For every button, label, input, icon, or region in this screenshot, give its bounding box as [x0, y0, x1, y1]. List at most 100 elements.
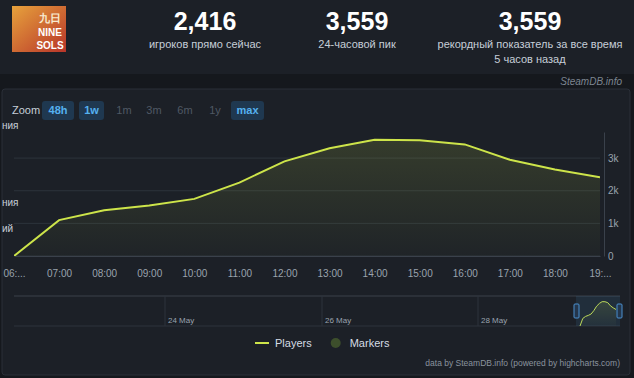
zoom-button-text[interactable]: 1m — [116, 104, 131, 116]
x-tick: 17:00 — [498, 256, 523, 279]
logo-text: NINE — [38, 27, 62, 38]
y-tick-label: 2k — [608, 185, 620, 196]
navigator: 24 May 26 May 28 May — [14, 296, 620, 326]
chart-panel — [2, 89, 630, 375]
stat-value: 2,416 — [174, 7, 237, 35]
navigator-bottom — [14, 326, 620, 327]
zoom-button[interactable]: max — [231, 101, 264, 120]
navigator-top — [14, 296, 620, 297]
x-tick-label: 19:... — [589, 268, 611, 279]
legend: Players Markers — [255, 337, 390, 349]
x-tick-label: 13:00 — [318, 268, 343, 279]
game-logo: 九日 NINE SOLS — [12, 6, 66, 52]
legend-symbol — [331, 338, 341, 348]
side-label: ния — [2, 120, 19, 131]
navigator-tick — [165, 296, 166, 326]
x-tick: 16:00 — [453, 256, 478, 279]
x-tick: 14:00 — [363, 256, 388, 279]
x-tick: 06:... — [3, 256, 25, 279]
stat-note: 5 часов назад — [494, 53, 566, 65]
legend-label: Players — [275, 337, 312, 349]
navigator-label: 28 May — [481, 316, 507, 325]
stat-label: игроков прямо сейчас — [149, 38, 262, 50]
stat-value: 3,559 — [499, 7, 562, 35]
y-axis: 0 1k 2k 3k — [604, 133, 620, 262]
x-tick-label: 10:00 — [182, 268, 207, 279]
y-tick-label: 1k — [608, 218, 620, 229]
y-tick: 3k — [604, 153, 620, 164]
legend-item[interactable]: Players — [255, 337, 312, 349]
line — [14, 140, 600, 256]
legend-label: Markers — [350, 337, 390, 349]
x-tick: 08:00 — [92, 256, 117, 279]
y-tick: 0 — [604, 251, 614, 262]
credit: data by SteamDB.info (powered by highcha… — [425, 358, 620, 368]
x-tick: 12:00 — [272, 256, 297, 279]
plot-area — [14, 140, 600, 256]
y-tick-label: 0 — [608, 251, 614, 262]
x-tick-label: 11:00 — [228, 268, 253, 279]
x-tick: 10:00 — [182, 256, 207, 279]
x-tick-label: 12:00 — [272, 268, 297, 279]
x-tick: 09:00 — [137, 256, 162, 279]
stats-panel — [0, 0, 634, 74]
stat-label: рекордный показатель за все время — [438, 38, 623, 50]
x-tick-label: 07:00 — [47, 268, 72, 279]
logo-text: SOLS — [36, 40, 64, 51]
x-tick: 18:00 — [543, 256, 568, 279]
zoom-button-text[interactable]: 3m — [146, 104, 161, 116]
x-axis-line — [15, 256, 601, 257]
background — [0, 0, 634, 378]
x-tick-label: 15:00 — [408, 268, 433, 279]
zoom-button-text[interactable]: 1y — [209, 104, 221, 116]
zoom-button-text[interactable]: 48h — [49, 104, 68, 116]
y-tick: 1k — [604, 218, 620, 229]
area — [14, 140, 600, 256]
y-tick-label: 3k — [608, 153, 620, 164]
x-tick: 13:00 — [318, 256, 343, 279]
page: 九日 NINE SOLS 2,416 игроков прямо сейчас 3,559… — [0, 0, 634, 378]
legend-item[interactable]: Markers — [331, 337, 390, 349]
y-axis-line — [604, 133, 605, 257]
zoom-button-bg[interactable] — [231, 101, 264, 120]
navigator-window — [576, 296, 620, 326]
logo-image — [12, 6, 66, 52]
x-tick: 11:00 — [228, 256, 253, 279]
logo-text: 九日 — [38, 12, 61, 24]
zoom-button[interactable]: 3m — [146, 104, 161, 116]
x-tick-label: 17:00 — [498, 268, 523, 279]
source: SteamDB.info — [560, 76, 622, 87]
x-tick-label: 16:00 — [453, 268, 478, 279]
zoom-button-bg[interactable] — [42, 101, 74, 120]
x-tick-label: 14:00 — [363, 268, 388, 279]
zoom-button-text[interactable]: max — [236, 104, 259, 116]
x-tick-label: 06:... — [3, 268, 25, 279]
x-tick: 07:00 — [47, 256, 72, 279]
side-label: ния — [2, 197, 19, 208]
zoom-button[interactable]: 1w — [79, 101, 104, 120]
x-tick-label: 08:00 — [92, 268, 117, 279]
zoom-button[interactable]: 1m — [116, 104, 131, 116]
navigator-label: 24 May — [168, 316, 194, 325]
navigator-handle[interactable] — [617, 304, 622, 318]
x-tick-label: 18:00 — [543, 268, 568, 279]
zoom-button-text[interactable]: 1w — [84, 104, 99, 116]
zoom-button-bg[interactable] — [79, 101, 104, 120]
navigator-label: 26 May — [325, 316, 351, 325]
navigator-tick — [478, 296, 479, 326]
x-tick-label: 09:00 — [137, 268, 162, 279]
zoom-button-text[interactable]: 6m — [177, 104, 192, 116]
zoom-button[interactable]: 1y — [209, 104, 221, 116]
stat-value: 3,559 — [326, 7, 389, 35]
y-tick: 2k — [604, 185, 620, 196]
zoom-button[interactable]: 6m — [177, 104, 192, 116]
x-tick: 15:00 — [408, 256, 433, 279]
x-tick: 19:... — [589, 256, 611, 279]
x-axis: 06:... 07:00 08:00 09:00 10:00 11:00 12:00 13:0… — [3, 256, 611, 279]
navigator-handle[interactable] — [574, 304, 579, 318]
legend-symbol — [255, 342, 269, 344]
zoom-label: Zoom — [12, 104, 40, 116]
zoom-button[interactable]: 48h — [42, 101, 74, 120]
side-label: ий — [2, 223, 13, 234]
stat-label: 24-часовой пик — [318, 38, 396, 50]
